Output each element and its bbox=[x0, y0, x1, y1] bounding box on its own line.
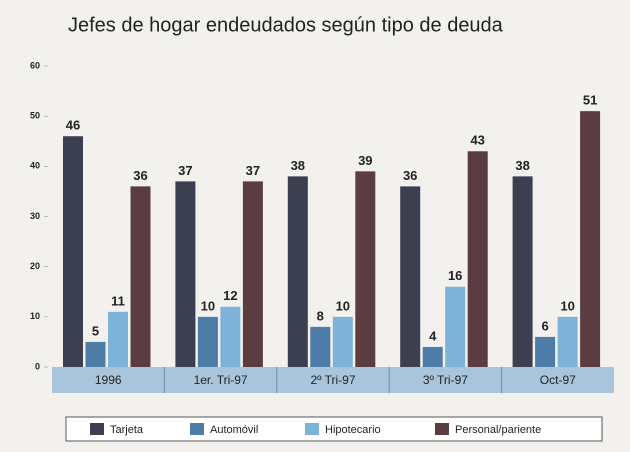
x-tick-label: 2º Tri-97 bbox=[310, 373, 355, 387]
data-label: 16 bbox=[448, 268, 462, 283]
legend-swatch bbox=[190, 423, 204, 435]
bar bbox=[400, 186, 421, 367]
data-label: 39 bbox=[358, 153, 372, 168]
data-label: 10 bbox=[336, 298, 350, 313]
data-label: 10 bbox=[560, 298, 574, 313]
data-label: 38 bbox=[515, 158, 529, 173]
bar bbox=[175, 181, 196, 367]
bar bbox=[422, 346, 443, 367]
data-label: 12 bbox=[223, 288, 237, 303]
bar bbox=[445, 286, 466, 367]
x-tick-label: 3º Tri-97 bbox=[423, 373, 468, 387]
bar bbox=[85, 341, 106, 367]
bar bbox=[512, 176, 533, 367]
legend-label: Hipotecario bbox=[325, 424, 381, 436]
y-tick-label: 30 bbox=[30, 211, 40, 221]
y-tick-label: 60 bbox=[30, 60, 40, 70]
bar bbox=[242, 181, 263, 367]
y-tick-label: 50 bbox=[30, 111, 40, 121]
data-label: 6 bbox=[541, 318, 548, 333]
legend-label: Personal/pariente bbox=[455, 424, 541, 436]
x-tick-label: Oct-97 bbox=[540, 373, 576, 387]
y-tick-label: 10 bbox=[30, 311, 40, 321]
bar bbox=[557, 316, 578, 367]
bar bbox=[108, 311, 128, 367]
bar bbox=[63, 136, 83, 367]
legend-box bbox=[65, 416, 603, 442]
bar bbox=[287, 176, 308, 367]
bar bbox=[332, 316, 353, 367]
bar bbox=[197, 316, 218, 367]
category-strip bbox=[52, 367, 614, 393]
data-label: 8 bbox=[317, 308, 324, 323]
data-label: 36 bbox=[133, 168, 147, 183]
data-label: 11 bbox=[111, 293, 125, 308]
x-tick-label: 1996 bbox=[95, 373, 122, 387]
legend-label: Automóvil bbox=[210, 424, 258, 436]
bar bbox=[130, 186, 151, 367]
legend-label: Tarjeta bbox=[110, 424, 144, 436]
bar bbox=[310, 326, 331, 367]
data-label: 46 bbox=[66, 118, 80, 133]
data-label: 10 bbox=[201, 298, 215, 313]
data-label: 36 bbox=[403, 168, 417, 183]
legend-swatch bbox=[90, 423, 104, 435]
y-tick-label: 40 bbox=[30, 161, 40, 171]
data-label: 4 bbox=[429, 328, 437, 343]
bar bbox=[220, 306, 241, 367]
x-tick-label: 1er. Tri-97 bbox=[194, 373, 248, 387]
bar bbox=[467, 151, 488, 367]
data-label: 51 bbox=[583, 93, 597, 108]
data-label: 5 bbox=[92, 323, 99, 338]
y-tick-label: 0 bbox=[35, 361, 40, 371]
y-tick-label: 20 bbox=[30, 261, 40, 271]
legend-swatch bbox=[305, 423, 319, 435]
chart-title: Jefes de hogar endeudados según tipo de … bbox=[68, 14, 504, 36]
bar bbox=[580, 111, 601, 368]
data-label: 43 bbox=[470, 133, 484, 148]
data-label: 37 bbox=[246, 163, 260, 178]
data-label: 37 bbox=[178, 163, 192, 178]
legend-swatch bbox=[435, 423, 449, 435]
data-label: 38 bbox=[291, 158, 305, 173]
bar bbox=[535, 336, 556, 367]
bar bbox=[355, 171, 376, 367]
